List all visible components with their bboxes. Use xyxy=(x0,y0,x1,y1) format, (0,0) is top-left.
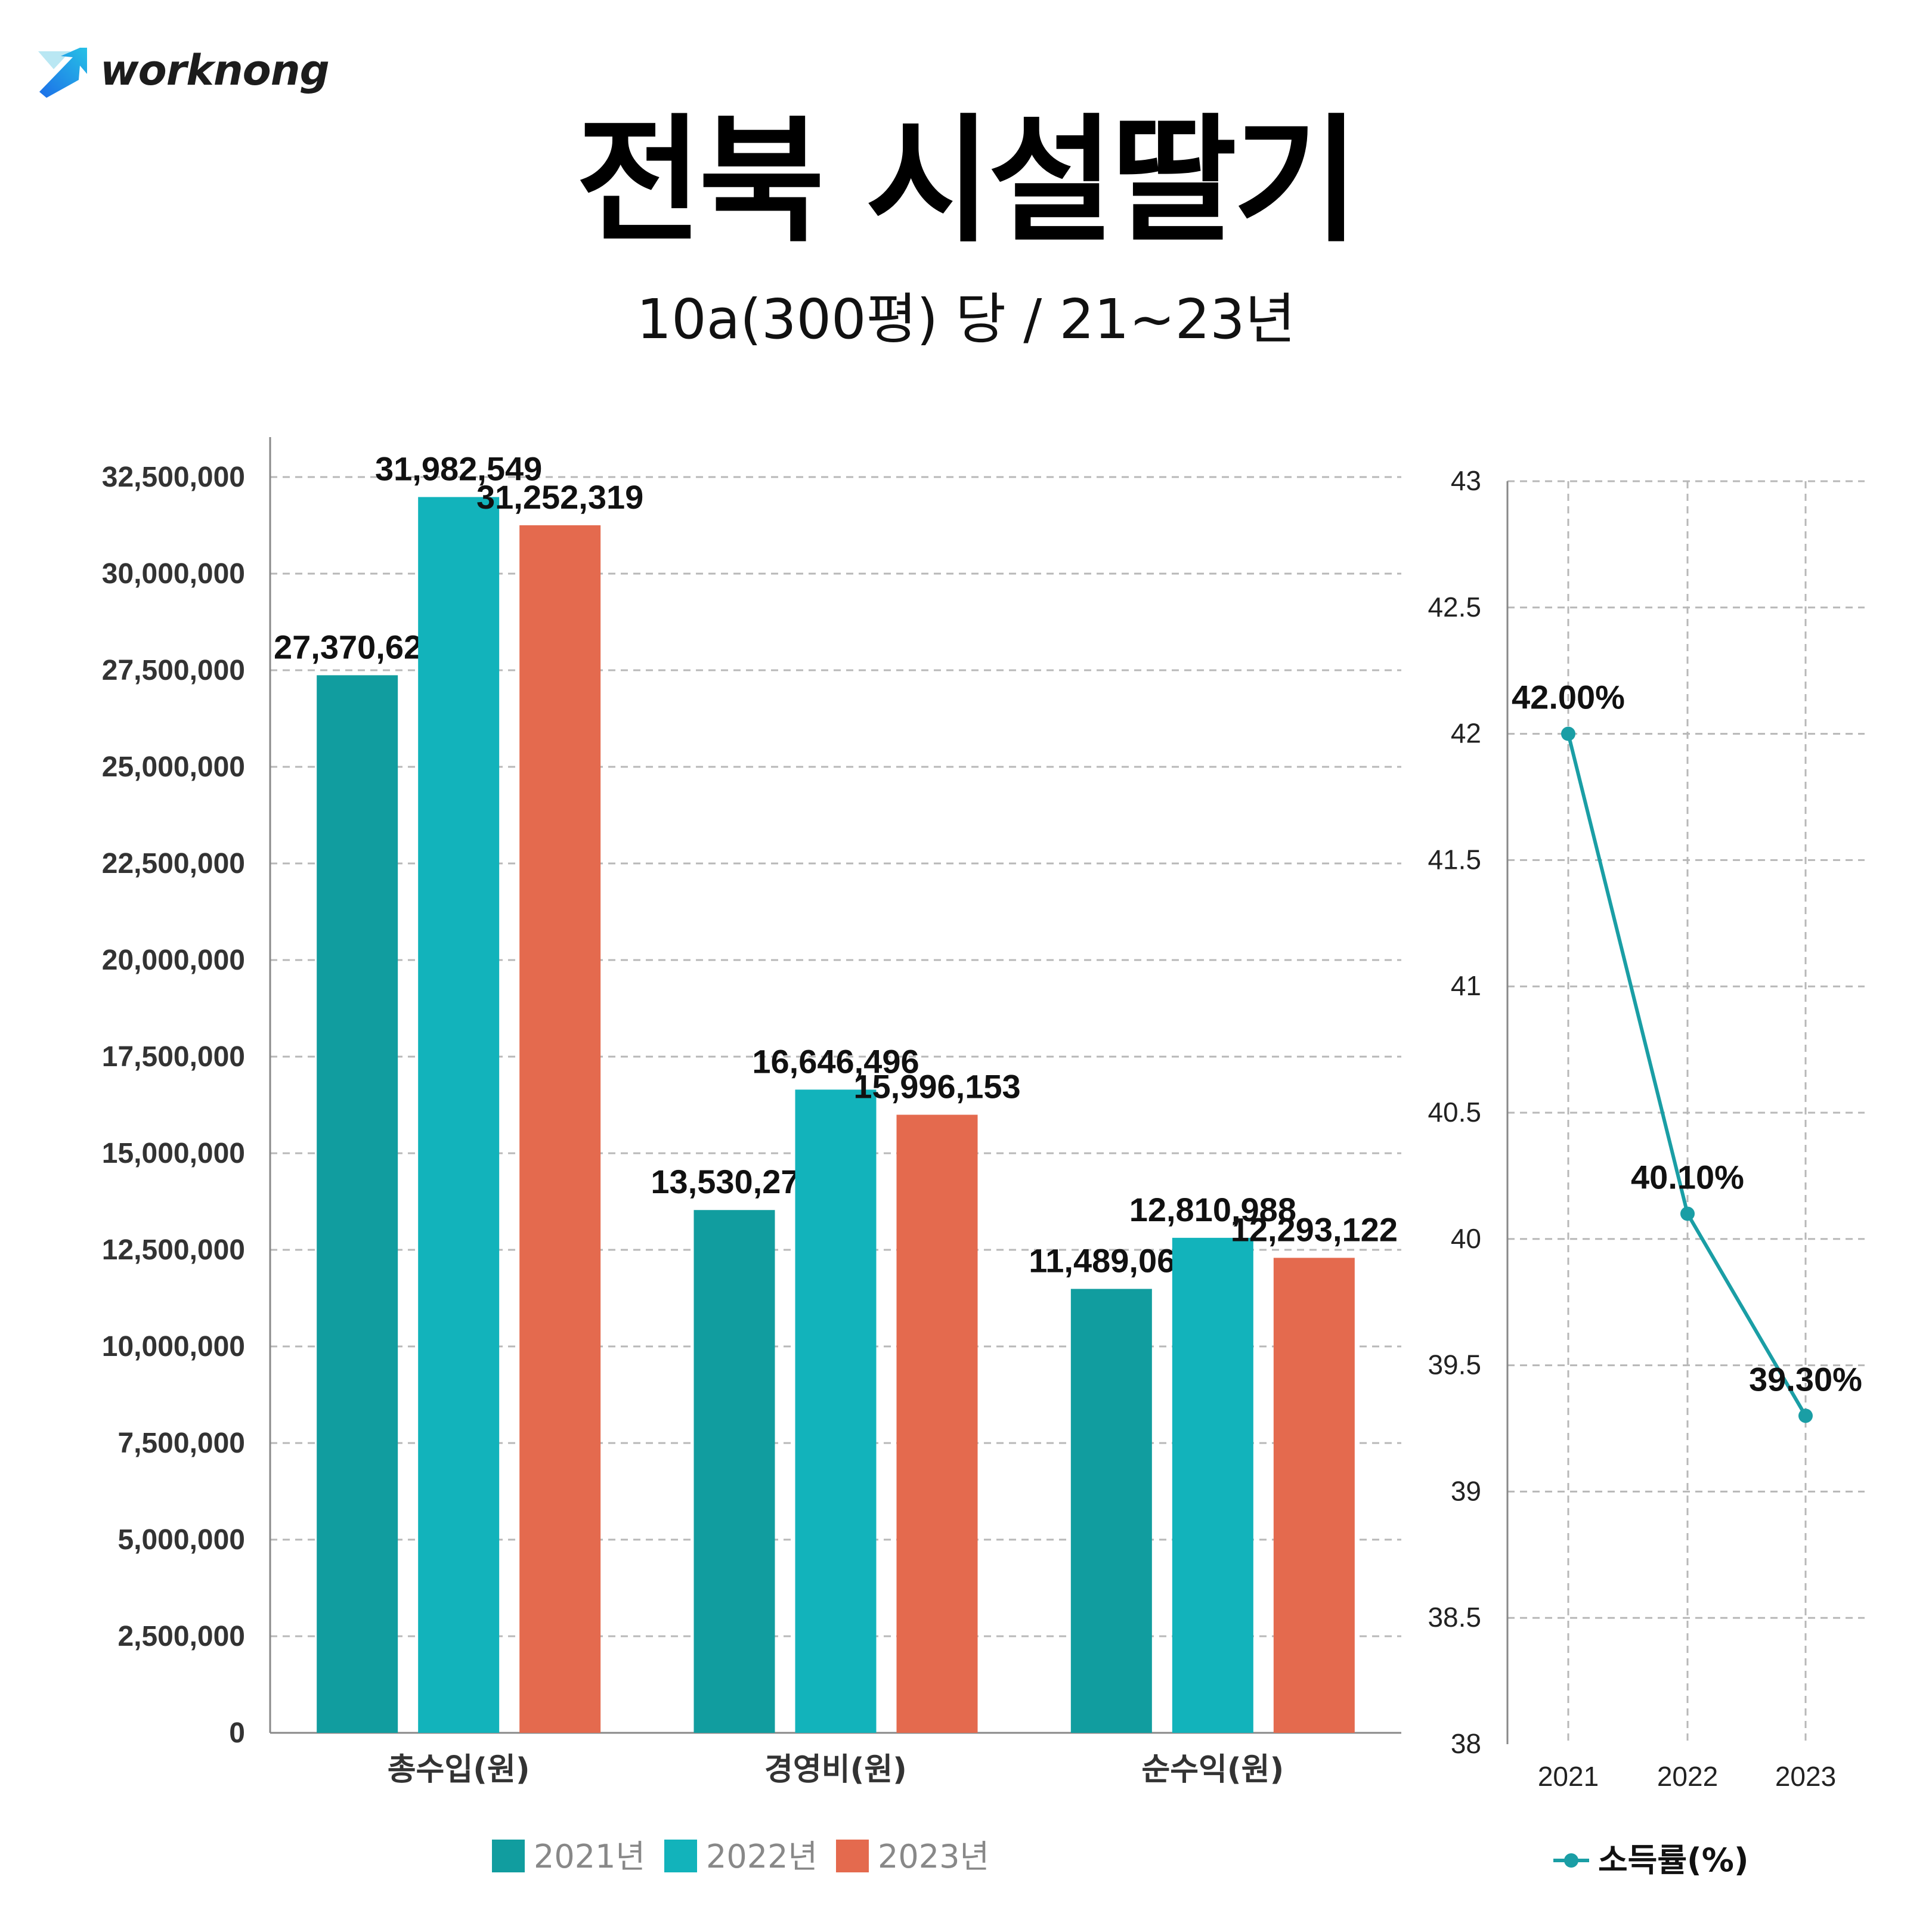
brand-logo: worknong xyxy=(36,41,330,100)
point-value-label: 42.00% xyxy=(1512,679,1625,716)
bar-2023 xyxy=(896,1114,978,1733)
bar-2021 xyxy=(1070,1289,1152,1733)
legend-marker xyxy=(1564,1853,1578,1868)
y-tick-label: 38 xyxy=(1451,1728,1481,1759)
bar-2022 xyxy=(418,497,500,1733)
bar-2021 xyxy=(317,675,398,1733)
y-tick-label: 41 xyxy=(1451,970,1481,1001)
bar-value-label: 13,530,275 xyxy=(651,1163,818,1200)
legend-label: 2021년 xyxy=(534,1838,645,1875)
y-tick-label: 15,000,000 xyxy=(102,1138,245,1169)
legend-swatch-2021 xyxy=(492,1840,525,1872)
y-tick-label: 32,500,000 xyxy=(102,462,245,493)
y-tick-label: 38.5 xyxy=(1428,1602,1481,1633)
legend-label: 소득률(%) xyxy=(1598,1841,1749,1879)
x-category-label: 총수입(원) xyxy=(388,1752,530,1788)
legend-swatch-2023 xyxy=(836,1840,869,1872)
y-tick-label: 42 xyxy=(1451,718,1481,749)
point-value-label: 39.30% xyxy=(1749,1360,1862,1398)
x-category-label: 경영비(원) xyxy=(764,1752,907,1788)
y-tick-label: 5,000,000 xyxy=(117,1524,245,1556)
page-title: 전북 시설딸기 xyxy=(576,102,1360,261)
bar-value-label: 16,646,496 xyxy=(752,1042,919,1080)
bar-value-label: 11,489,061 xyxy=(1029,1242,1194,1280)
bar-value-label: 15,996,153 xyxy=(853,1067,1020,1105)
x-tick-label: 2022 xyxy=(1657,1761,1718,1792)
line-chart: 38 38.5 39 39.5 40 40.5 41 41.5 42 42.5 43 2021 2022… xyxy=(1428,465,1865,1879)
y-tick-label: 10,000,000 xyxy=(102,1331,245,1363)
y-tick-label: 12,500,000 xyxy=(102,1234,245,1266)
bar-value-label: 31,252,319 xyxy=(476,478,643,516)
bar-2022 xyxy=(1172,1237,1253,1733)
x-tick-label: 2021 xyxy=(1538,1761,1599,1792)
y-tick-label: 39 xyxy=(1451,1475,1481,1506)
y-tick-label: 40.5 xyxy=(1428,1097,1481,1128)
bar-value-label: 27,370,623 xyxy=(274,628,441,665)
y-tick-label: 42.5 xyxy=(1428,592,1481,623)
bar-2021 xyxy=(693,1210,775,1733)
y-tick-label: 27,500,000 xyxy=(102,655,245,686)
data-point xyxy=(1798,1408,1813,1423)
bar-2023 xyxy=(519,525,601,1733)
y-tick-label: 2,500,000 xyxy=(117,1621,245,1652)
data-point xyxy=(1561,726,1575,741)
y-tick-label: 39.5 xyxy=(1428,1349,1481,1380)
bar-2022 xyxy=(795,1089,877,1733)
page-subtitle: 10a(300평) 당 / 21~23년 xyxy=(636,287,1296,351)
x-tick-label: 2023 xyxy=(1775,1761,1836,1792)
y-tick-label: 43 xyxy=(1451,465,1481,496)
x-category-label: 순수익(원) xyxy=(1141,1752,1284,1788)
bar-2023 xyxy=(1273,1258,1355,1733)
y-tick-label: 0 xyxy=(229,1717,245,1749)
y-tick-label: 7,500,000 xyxy=(117,1428,245,1459)
y-tick-label: 22,500,000 xyxy=(102,848,245,880)
y-tick-label: 25,000,000 xyxy=(102,751,245,783)
y-tick-label: 41.5 xyxy=(1428,844,1481,875)
y-tick-label: 20,000,000 xyxy=(102,945,245,976)
y-tick-label: 17,500,000 xyxy=(102,1041,245,1073)
bar-value-label: 12,810,988 xyxy=(1129,1191,1296,1228)
y-tick-label: 40 xyxy=(1451,1223,1481,1254)
arrow-logo-icon xyxy=(38,48,87,98)
point-value-label: 40.10% xyxy=(1631,1158,1744,1196)
brand-name: worknong xyxy=(100,46,330,95)
bar-value-label: 31,982,549 xyxy=(375,450,542,488)
legend-label: 2022년 xyxy=(706,1838,818,1875)
y-tick-label: 30,000,000 xyxy=(102,558,245,590)
bar-value-label: 12,293,122 xyxy=(1231,1210,1398,1248)
bar-chart: 0 2,500,000 5,000,000 7,500,000 10,000,000 12… xyxy=(102,437,1401,1875)
legend-label: 2023년 xyxy=(878,1838,989,1875)
legend-swatch-2022 xyxy=(664,1840,697,1872)
data-point xyxy=(1680,1206,1695,1221)
